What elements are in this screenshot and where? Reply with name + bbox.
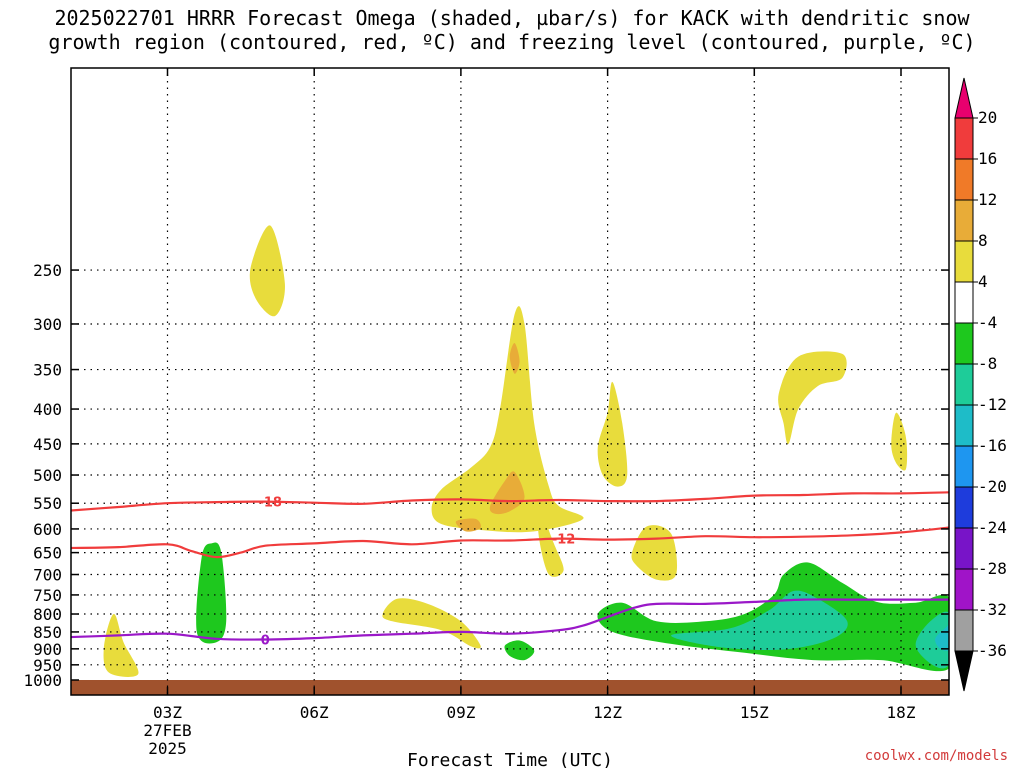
omega-region-19 — [934, 316, 949, 534]
contour-label-1: -18 — [258, 496, 282, 511]
colorbar-label-12: -32 — [978, 600, 1007, 619]
contour-label-3: 0 — [261, 633, 270, 648]
colorbar-top-arrow — [954, 77, 974, 119]
omega-region-9 — [891, 412, 908, 471]
x-tick-label-12Z: 12Z — [593, 703, 622, 722]
colorbar-segment-13 — [954, 609, 974, 652]
credit-text: coolwx.com/models — [864, 748, 1008, 764]
y-tick-label-650: 650 — [33, 544, 62, 563]
colorbar-segment-11 — [954, 527, 974, 570]
omega-region-4 — [537, 508, 564, 577]
omega-region-5 — [382, 598, 481, 649]
contour-lines: -18 -12 0 — [71, 491, 949, 648]
colorbar-label-13: -36 — [978, 641, 1007, 660]
omega-region-20 — [196, 542, 227, 644]
y-tick-label-800: 800 — [33, 605, 62, 624]
omega-shading — [103, 225, 949, 679]
y-tick-label-450: 450 — [33, 435, 62, 454]
omega-region-2 — [249, 225, 285, 317]
x-tick-label-18Z: 18Z — [887, 703, 916, 722]
omega-region-1 — [103, 613, 139, 677]
title-line-2: growth region (contoured, red, ºC) and f… — [48, 30, 976, 54]
y-tick-label-900: 900 — [33, 640, 62, 659]
y-tick-label-500: 500 — [33, 466, 62, 485]
contour-3 — [71, 598, 949, 641]
y-tick-label-750: 750 — [33, 586, 62, 605]
omega-region-16 — [548, 387, 570, 459]
colorbar-label-4: 4 — [978, 272, 988, 291]
colorbar-label-0: 20 — [978, 108, 997, 127]
contour-label-2: -12 — [552, 533, 576, 548]
colorbar-label-7: -12 — [978, 395, 1007, 414]
y-tick-label-300: 300 — [33, 315, 62, 334]
colorbar-segment-5 — [954, 281, 974, 324]
omega-region-6 — [597, 381, 628, 487]
colorbar-segment-7 — [954, 363, 974, 406]
omega-region-15 — [451, 323, 467, 391]
colorbar-label-9: -20 — [978, 477, 1007, 496]
y-tick-label-700: 700 — [33, 566, 62, 585]
omega-region-23 — [671, 590, 848, 651]
colorbar-segment-8 — [954, 404, 974, 447]
colorbar-label-5: -4 — [978, 313, 997, 332]
x-tick-label-15Z: 15Z — [740, 703, 769, 722]
colorbar-segment-3 — [954, 199, 974, 242]
y-tick-label-600: 600 — [33, 520, 62, 539]
y-tick-label-400: 400 — [33, 400, 62, 419]
contour-1 — [71, 491, 949, 512]
colorbar-label-1: 16 — [978, 149, 997, 168]
chart-title: 2025022701 HRRR Forecast Omega (shaded, … — [0, 6, 1024, 54]
omega-region-14 — [289, 652, 330, 670]
y-tick-label-850: 850 — [33, 623, 62, 642]
omega-region-8 — [778, 351, 847, 445]
y-tick-label-350: 350 — [33, 361, 62, 380]
y-tick-label-250: 250 — [33, 261, 62, 280]
colorbar-segment-9 — [954, 445, 974, 488]
title-line-1: 2025022701 HRRR Forecast Omega (shaded, … — [54, 6, 970, 30]
colorbar-bottom-arrow — [954, 650, 974, 692]
colorbar-label-2: 12 — [978, 190, 997, 209]
grid — [71, 68, 949, 695]
x-tick-year: 2025 — [148, 739, 187, 758]
x-tick-label-06Z: 06Z — [300, 703, 329, 722]
y-axis: 2503003504004505005506006507007508008509… — [23, 261, 949, 690]
colorbar-segment-4 — [954, 240, 974, 283]
omega-region-10 — [489, 471, 525, 515]
y-tick-label-550: 550 — [33, 494, 62, 513]
colorbar-label-11: -28 — [978, 559, 1007, 578]
colorbar-label-10: -24 — [978, 518, 1007, 537]
y-tick-label-950: 950 — [33, 656, 62, 675]
colorbar-label-8: -16 — [978, 436, 1007, 455]
omega-region-12 — [509, 343, 520, 374]
x-tick-label-03Z: 03Z — [153, 703, 182, 722]
x-tick-date: 27FEB — [143, 721, 191, 740]
ground-layer — [71, 680, 949, 695]
plot-frame — [70, 67, 950, 696]
colorbar-segment-2 — [954, 158, 974, 201]
colorbar-segment-12 — [954, 568, 974, 611]
contour-2 — [71, 526, 949, 559]
y-tick-label-1000: 1000 — [23, 671, 62, 690]
omega-region-21 — [504, 640, 535, 661]
colorbar-label-3: 8 — [978, 231, 988, 250]
colorbar: 20 16 12 8 4 -4 -8 -12 -16 -20 -24 -28 -32 -36 — [954, 77, 1007, 692]
ground-fill — [71, 680, 949, 695]
colorbar-segment-1 — [954, 117, 974, 160]
omega-region-11 — [455, 518, 481, 532]
colorbar-segment-10 — [954, 486, 974, 529]
colorbar-segment-6 — [954, 322, 974, 365]
x-axis-label: Forecast Time (UTC) — [407, 750, 613, 768]
omega-region-3 — [431, 306, 584, 533]
x-tick-label-09Z: 09Z — [446, 703, 475, 722]
colorbar-label-6: -8 — [978, 354, 997, 373]
omega-region-24 — [915, 611, 949, 669]
